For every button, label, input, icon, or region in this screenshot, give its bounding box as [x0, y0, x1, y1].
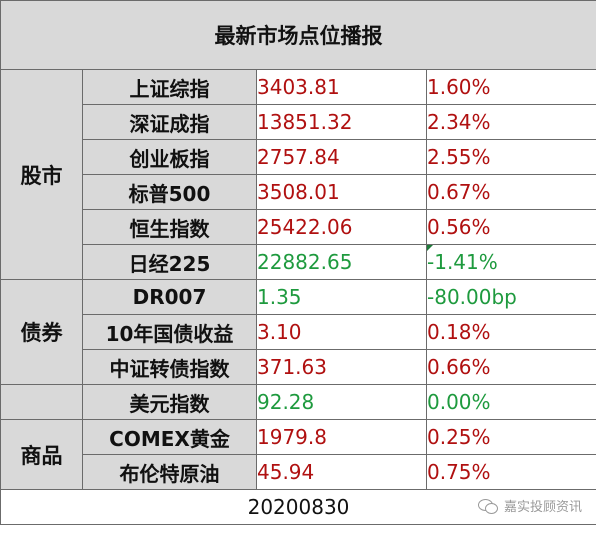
- index-change: 2.34%: [426, 104, 596, 140]
- group-label-stocks: 股市: [0, 69, 83, 280]
- watermark: 嘉实投顾资讯: [477, 496, 582, 515]
- index-change: -80.00bp: [426, 279, 596, 315]
- index-name: 中证转债指数: [82, 349, 257, 385]
- index-value: 2757.84: [256, 139, 427, 175]
- group-label-commodities: 商品: [0, 419, 83, 490]
- table-row: 恒生指数 25422.06 0.56%: [1, 209, 596, 245]
- watermark-text: 嘉实投顾资讯: [503, 500, 582, 515]
- table-row: 中证转债指数 371.63 0.66%: [1, 349, 596, 385]
- cell-comment-marker: [427, 245, 433, 251]
- index-change: 0.75%: [426, 454, 596, 490]
- index-name: 恒生指数: [82, 209, 257, 245]
- table-row: 日经225 22882.65 -1.41%: [1, 244, 596, 280]
- index-value: 371.63: [256, 349, 427, 385]
- footer-cell: 20200830 嘉实投顾资讯: [0, 489, 596, 525]
- index-name: 日经225: [82, 244, 257, 280]
- table-row: 布伦特原油 45.94 0.75%: [1, 454, 596, 490]
- index-value: 3508.01: [256, 174, 427, 210]
- index-change: 0.66%: [426, 349, 596, 385]
- index-value: 1.35: [256, 279, 427, 315]
- index-value: 13851.32: [256, 104, 427, 140]
- index-change: 1.60%: [426, 69, 596, 105]
- index-value: 3.10: [256, 314, 427, 350]
- table-row: 股市 上证综指 3403.81 1.60%: [0, 69, 596, 280]
- footer-row: 20200830 嘉实投顾资讯: [0, 489, 596, 525]
- table-row: 债券 DR007 1.35 -80.00bp: [0, 279, 596, 385]
- index-name: 美元指数: [82, 384, 257, 420]
- index-value: 3403.81: [256, 69, 427, 105]
- index-change: 0.25%: [426, 419, 596, 455]
- index-name: DR007: [82, 279, 257, 315]
- index-name: 深证成指: [82, 104, 257, 140]
- index-change: 0.67%: [426, 174, 596, 210]
- index-value: 1979.8: [256, 419, 427, 455]
- index-name: 创业板指: [82, 139, 257, 175]
- index-value: 22882.65: [256, 244, 427, 280]
- group-label-empty: [0, 384, 83, 420]
- index-name: 布伦特原油: [82, 454, 257, 490]
- index-value: 25422.06: [256, 209, 427, 245]
- index-change: 2.55%: [426, 139, 596, 175]
- index-change-text: -1.41%: [427, 250, 498, 274]
- index-value: 45.94: [256, 454, 427, 490]
- index-value: 92.28: [256, 384, 427, 420]
- index-name: COMEX黄金: [82, 419, 257, 455]
- group-label-bonds: 债券: [0, 279, 83, 385]
- table-row: 深证成指 13851.32 2.34%: [1, 104, 596, 140]
- market-table: 最新市场点位播报 股市 上证综指 3403.81 1.60% 深证成指 1385…: [0, 0, 596, 525]
- wechat-icon: [477, 498, 498, 514]
- title-row: 最新市场点位播报: [0, 0, 596, 70]
- index-change: 0.00%: [426, 384, 596, 420]
- index-change: 0.18%: [426, 314, 596, 350]
- index-change: 0.56%: [426, 209, 596, 245]
- table-row: 商品 COMEX黄金 1979.8 0.25%: [0, 419, 596, 490]
- index-change: -1.41%: [426, 244, 596, 280]
- table-row: 标普500 3508.01 0.67%: [1, 174, 596, 210]
- index-name: 10年国债收益: [82, 314, 257, 350]
- index-name: 上证综指: [82, 69, 257, 105]
- index-name: 标普500: [82, 174, 257, 210]
- report-date: 20200830: [247, 495, 350, 519]
- table-row: 创业板指 2757.84 2.55%: [1, 139, 596, 175]
- table-row: 美元指数 92.28 0.00%: [0, 384, 596, 420]
- table-row: 10年国债收益 3.10 0.18%: [1, 314, 596, 350]
- report-title: 最新市场点位播报: [0, 0, 596, 70]
